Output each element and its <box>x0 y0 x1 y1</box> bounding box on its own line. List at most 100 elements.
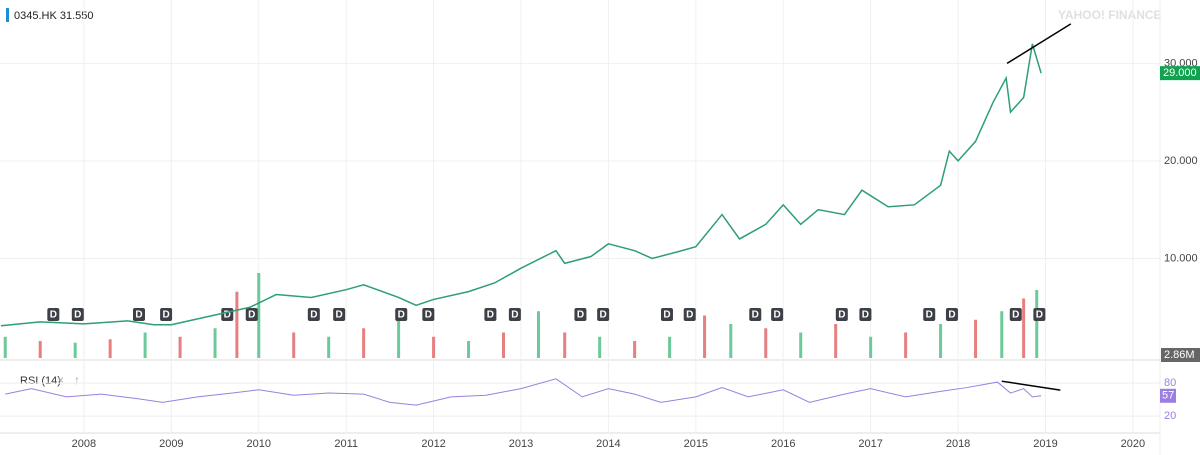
dividend-marker <box>574 308 587 321</box>
y-tick-label: 10.000 <box>1164 252 1198 264</box>
x-tick-label: 2010 <box>247 438 271 450</box>
volume-bar <box>143 332 147 358</box>
volume-bar <box>397 319 401 358</box>
dividend-label: D <box>248 310 255 321</box>
dividend-label: D <box>336 310 343 321</box>
rsi-line <box>5 378 1042 406</box>
dividend-marker <box>395 308 408 321</box>
dividend-marker <box>660 308 673 321</box>
volume-bar <box>292 332 296 358</box>
x-tick-label: 2015 <box>684 438 708 450</box>
dividend-label: D <box>926 310 933 321</box>
dividend-marker <box>47 308 60 321</box>
dividend-marker <box>307 308 320 321</box>
dividend-marker <box>422 308 435 321</box>
dividend-label: D <box>862 310 869 321</box>
volume-bar <box>939 324 943 358</box>
volume-bar <box>1022 298 1026 358</box>
volume-bar <box>3 336 7 358</box>
x-tick-label: 2019 <box>1033 438 1057 450</box>
volume-bar <box>536 311 540 358</box>
dividend-label: D <box>74 310 81 321</box>
rsi-tick-label: 80 <box>1164 377 1176 389</box>
current-price-box <box>1160 66 1200 81</box>
x-tick-label: 2009 <box>159 438 183 450</box>
rsi-current-label: 57 <box>1162 390 1174 402</box>
current-price-label: 29.000 <box>1163 67 1197 79</box>
volume-bar <box>327 336 331 358</box>
dividend-label: D <box>310 310 317 321</box>
close-icon[interactable]: × <box>57 373 64 387</box>
dividend-label: D <box>752 310 759 321</box>
volume-bar <box>598 336 602 358</box>
volume-bar <box>764 328 768 358</box>
dividend-label: D <box>1012 310 1019 321</box>
volume-bar <box>668 336 672 358</box>
rsi-current-box <box>1160 388 1176 403</box>
trendline <box>1006 23 1072 65</box>
x-tick-label: 2017 <box>858 438 882 450</box>
dividend-label: D <box>425 310 432 321</box>
rsi-label: RSI (14) <box>20 375 61 387</box>
symbol-marker <box>6 8 9 22</box>
volume-bar <box>703 315 707 358</box>
watermark: YAHOO! FINANCE <box>1058 8 1162 22</box>
rsi-trendline <box>1001 380 1061 391</box>
dividend-marker <box>1009 308 1022 321</box>
x-tick-label: 2020 <box>1121 438 1145 450</box>
dividend-marker <box>945 308 958 321</box>
dividend-marker <box>160 308 173 321</box>
volume-bar <box>799 332 803 358</box>
volume-bar <box>362 328 366 358</box>
volume-bar <box>974 319 978 358</box>
dividend-label: D <box>686 310 693 321</box>
volume-bar <box>1000 311 1004 358</box>
volume-bar <box>1035 290 1039 358</box>
price-line <box>0 43 1042 327</box>
x-tick-label: 2011 <box>334 438 358 450</box>
volume-bar <box>38 341 42 358</box>
volume-bar <box>257 273 261 358</box>
x-tick-label: 2014 <box>596 438 620 450</box>
volume-bar <box>834 324 838 358</box>
dividend-label: D <box>162 310 169 321</box>
volume-bar <box>467 341 471 358</box>
volume-label-box <box>1161 348 1200 362</box>
dividend-marker <box>859 308 872 321</box>
volume-label: 2.86M <box>1164 349 1195 361</box>
dividend-label: D <box>135 310 142 321</box>
volume-bar <box>904 332 908 358</box>
dividend-marker <box>1033 308 1046 321</box>
dividend-marker <box>508 308 521 321</box>
dividend-label: D <box>774 310 781 321</box>
x-tick-label: 2012 <box>421 438 445 450</box>
dividend-marker <box>749 308 762 321</box>
volume-bar <box>235 291 239 358</box>
dividend-label: D <box>50 310 57 321</box>
volume-bar <box>73 342 77 358</box>
volume-bar <box>213 328 217 358</box>
dividend-marker <box>71 308 84 321</box>
dividend-marker <box>245 308 258 321</box>
dividend-marker <box>484 308 497 321</box>
move-icon[interactable]: ↑ <box>74 373 80 387</box>
dividend-marker <box>835 308 848 321</box>
dividend-marker <box>597 308 610 321</box>
dividend-marker <box>132 308 145 321</box>
dividend-label: D <box>1036 310 1043 321</box>
volume-bar <box>502 332 506 358</box>
dividend-label: D <box>224 310 231 321</box>
dividend-marker <box>333 308 346 321</box>
dividend-label: D <box>511 310 518 321</box>
dividend-label: D <box>577 310 584 321</box>
volume-bar <box>729 324 733 358</box>
dividend-marker <box>683 308 696 321</box>
volume-bar <box>633 341 637 358</box>
x-tick-label: 2013 <box>509 438 533 450</box>
dividend-marker <box>771 308 784 321</box>
chart-title: 0345.HK 31.550 <box>14 10 94 22</box>
dividend-label: D <box>838 310 845 321</box>
x-tick-label: 2016 <box>771 438 795 450</box>
volume-bar <box>563 332 567 358</box>
